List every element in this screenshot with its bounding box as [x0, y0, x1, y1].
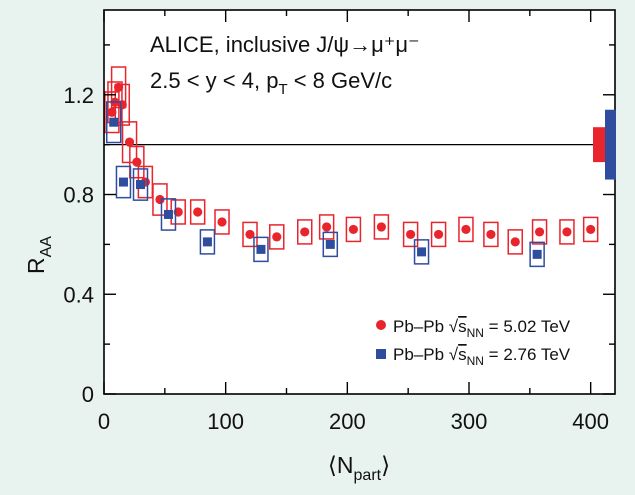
syst-box	[345, 216, 362, 243]
syst-box	[413, 239, 430, 265]
data-point-502	[124, 137, 135, 147]
annotation-line-1: ALICE, inclusive J/ψ→μ⁺μ⁻	[150, 32, 420, 57]
syst-box	[507, 229, 523, 255]
syst-box	[559, 219, 575, 245]
data-point-276	[136, 180, 145, 190]
data-point-276	[202, 237, 212, 247]
y-tick-label: 1.2	[63, 83, 94, 108]
syst-box	[132, 168, 149, 201]
data-point-276	[325, 239, 335, 249]
syst-box	[115, 165, 132, 199]
data-point-502	[486, 229, 496, 240]
syst-box	[189, 199, 206, 225]
data-point-502	[534, 227, 545, 237]
data-point-276	[417, 247, 427, 257]
annotation-line-2: 2.5 < y < 4, pT < 8 GeV/c	[150, 68, 392, 98]
global-uncertainty-boxes	[593, 109, 616, 180]
syst-box	[322, 231, 339, 258]
syst-box	[253, 236, 269, 263]
syst-box	[373, 214, 390, 240]
data-point-502	[217, 217, 227, 227]
plot-frame	[103, 9, 616, 395]
data-point-502	[193, 207, 203, 217]
data-point-502	[114, 82, 124, 92]
plot-area	[104, 10, 615, 394]
x-tick-label: 400	[572, 409, 609, 434]
global-uncertainty-box	[593, 127, 605, 163]
legend-label-276: Pb–Pb √sNN = 2.76 TeV	[393, 345, 571, 368]
data-point-276	[256, 244, 266, 254]
data-point-276	[109, 117, 119, 127]
syst-box	[297, 219, 313, 245]
data-point-502	[155, 194, 165, 205]
syst-box	[582, 216, 599, 243]
data-point-502	[433, 229, 444, 240]
data-point-502	[586, 224, 596, 235]
syst-box	[318, 214, 335, 240]
syst-box	[458, 216, 474, 243]
data-marks	[104, 66, 599, 268]
syst-box	[529, 241, 545, 268]
y-tick-label: 0	[82, 382, 94, 407]
syst-box	[105, 101, 122, 144]
syst-box	[104, 91, 120, 134]
legend-marker-502	[376, 320, 386, 330]
syst-box	[160, 198, 177, 231]
x-tick-label: 100	[207, 409, 244, 434]
data-point-502	[461, 224, 471, 235]
y-tick-label: 0.8	[63, 183, 94, 208]
data-point-502	[300, 227, 310, 237]
legend: Pb–Pb √sNN = 5.02 TeV Pb–Pb √sNN = 2.76 …	[376, 317, 571, 368]
data-point-502	[272, 232, 282, 242]
data-point-276	[163, 209, 173, 219]
syst-box	[199, 229, 216, 255]
data-point-502	[510, 237, 520, 247]
x-axis-title: ⟨Npart⟩	[328, 452, 390, 484]
data-point-502	[348, 224, 359, 235]
syst-box	[531, 219, 548, 245]
data-point-502	[376, 222, 386, 232]
data-point-502	[245, 229, 255, 240]
data-point-502	[322, 222, 332, 232]
x-tick-label: 300	[451, 409, 488, 434]
syst-box	[402, 221, 419, 248]
legend-label-502: Pb–Pb √sNN = 5.02 TeV	[393, 317, 571, 340]
x-tick-label: 0	[98, 409, 110, 434]
data-point-502	[562, 227, 572, 237]
syst-box	[214, 209, 230, 235]
global-uncertainty-box	[605, 109, 616, 180]
data-point-276	[118, 177, 128, 187]
data-point-276	[532, 249, 542, 259]
data-point-502	[107, 107, 117, 117]
axis-ticks: 0 100 200 300 400 0 0.4 0.8 1.2	[63, 10, 615, 434]
syst-box	[430, 221, 447, 248]
syst-box	[483, 221, 499, 248]
legend-marker-276	[376, 349, 386, 359]
x-tick-label: 200	[329, 409, 366, 434]
data-point-502	[406, 229, 416, 240]
y-tick-label: 0.4	[63, 282, 94, 307]
syst-box	[269, 224, 285, 250]
syst-box	[242, 221, 258, 248]
y-axis-title: RAA	[23, 236, 55, 274]
